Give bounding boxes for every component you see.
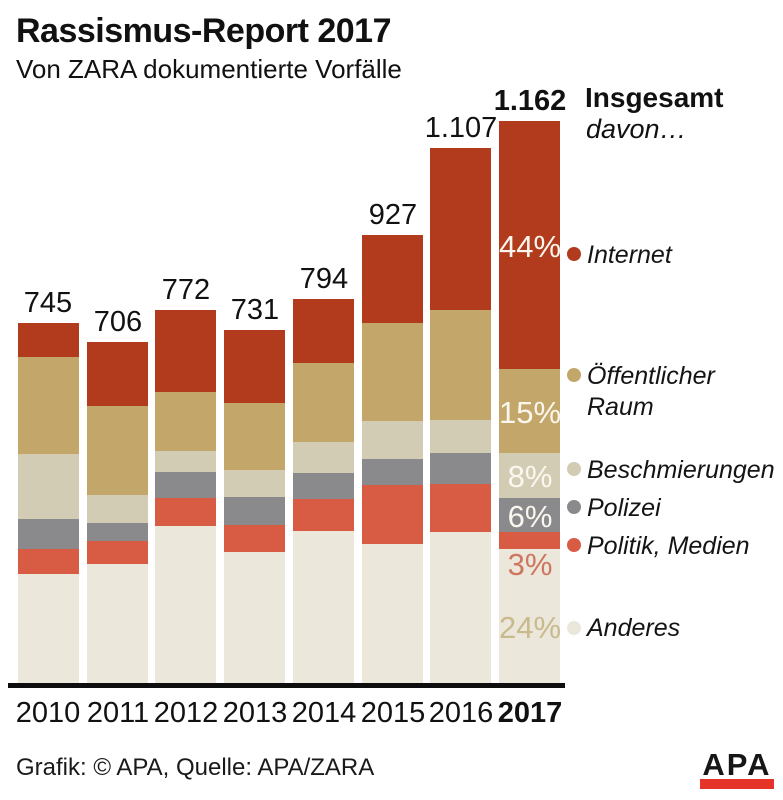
legend-label: Beschmierungen bbox=[587, 456, 775, 484]
source-credit: Grafik: © APA, Quelle: APA/ZARA bbox=[16, 754, 375, 781]
segment-2010--ffentlicher-raum bbox=[18, 356, 79, 454]
pct-label-6%: 6% bbox=[507, 499, 553, 534]
year-label-2014: 2014 bbox=[291, 697, 357, 729]
year-label-2011: 2011 bbox=[86, 697, 150, 729]
segment-2012--ffentlicher-raum bbox=[155, 391, 216, 451]
segment-2014-beschmierungen bbox=[293, 442, 354, 474]
segment-2016-internet bbox=[430, 147, 491, 311]
year-label-2015: 2015 bbox=[360, 697, 426, 729]
segment-2010-politik-medien bbox=[18, 548, 79, 574]
segment-2011-polizei bbox=[87, 523, 148, 541]
segment-2013-politik-medien bbox=[224, 525, 285, 553]
segment-2015-polizei bbox=[362, 458, 423, 485]
segment-2010-beschmierungen bbox=[18, 453, 79, 519]
legend-label: Internet bbox=[587, 241, 672, 269]
segment-2017--ffentlicher-raum bbox=[499, 368, 560, 453]
segment-2016--ffentlicher-raum bbox=[430, 310, 491, 421]
total-label-2013: 731 bbox=[230, 294, 280, 326]
apa-logo-red-bar bbox=[700, 779, 774, 789]
total-label-2016: 1.107 bbox=[424, 112, 498, 144]
apa-logo: APA bbox=[699, 747, 775, 789]
segment-2015-anderes bbox=[362, 544, 423, 685]
segment-2011-anderes bbox=[87, 563, 148, 684]
segment-2010-internet bbox=[18, 323, 79, 357]
segment-2015--ffentlicher-raum bbox=[362, 323, 423, 421]
bar-2014 bbox=[293, 299, 354, 685]
year-label-2013: 2013 bbox=[222, 697, 288, 729]
segment-2015-internet bbox=[362, 234, 423, 324]
bar-2010 bbox=[18, 323, 79, 684]
apa-logo-text: APA bbox=[702, 747, 772, 782]
segment-2014-polizei bbox=[293, 473, 354, 500]
legend-bullet-icon bbox=[567, 247, 581, 261]
pct-label-44%: 44% bbox=[498, 229, 562, 264]
page-title: Rassismus-Report 2017 bbox=[16, 12, 392, 50]
segment-2016-politik-medien bbox=[430, 484, 491, 533]
year-label-2010: 2010 bbox=[15, 697, 81, 729]
segment-2011-beschmierungen bbox=[87, 494, 148, 524]
legend-label: Öffentlicher Raum bbox=[587, 362, 715, 421]
segment-2014--ffentlicher-raum bbox=[293, 363, 354, 443]
segment-2010-anderes bbox=[18, 573, 79, 684]
segment-2014-politik-medien bbox=[293, 499, 354, 532]
segment-2017-polizei bbox=[499, 497, 560, 532]
legend-label: Politik, Medien bbox=[587, 532, 750, 560]
segment-2017-beschmierungen bbox=[499, 452, 560, 498]
legend-label: Polizei bbox=[587, 494, 661, 522]
pct-label-24%: 24% bbox=[498, 610, 562, 645]
segment-2017-politik-medien bbox=[499, 531, 560, 549]
bar-2016 bbox=[430, 147, 491, 684]
segment-2011-politik-medien bbox=[87, 540, 148, 564]
pct-label-15%: 15% bbox=[498, 395, 562, 430]
legend-bullet-icon bbox=[567, 538, 581, 552]
legend-bullet-icon bbox=[567, 462, 581, 476]
segment-2012-politik-medien bbox=[155, 497, 216, 527]
segment-2010-polizei bbox=[18, 518, 79, 549]
segment-2013-beschmierungen bbox=[224, 469, 285, 497]
legend-bullet-icon bbox=[567, 500, 581, 514]
segment-2011--ffentlicher-raum bbox=[87, 405, 148, 495]
segment-2017-anderes bbox=[499, 548, 560, 685]
year-label-2016: 2016 bbox=[428, 697, 494, 729]
legend-header-insgesamt: Insgesamt bbox=[585, 82, 724, 113]
bar-2015 bbox=[362, 234, 423, 685]
total-label-2015: 927 bbox=[368, 199, 418, 231]
segment-2013-polizei bbox=[224, 496, 285, 526]
legend-bullet-icon bbox=[567, 368, 581, 382]
year-label-2012: 2012 bbox=[153, 697, 219, 729]
segment-2012-beschmierungen bbox=[155, 450, 216, 472]
segment-2012-anderes bbox=[155, 526, 216, 684]
legend-label: Anderes bbox=[587, 614, 681, 642]
bar-2017 bbox=[499, 121, 560, 685]
legend-header-davon: davon… bbox=[586, 114, 687, 144]
segment-2014-internet bbox=[293, 299, 354, 364]
total-label-2011: 706 bbox=[93, 306, 143, 338]
segment-2016-anderes bbox=[430, 532, 491, 684]
year-label-2017: 2017 bbox=[497, 697, 563, 729]
segment-2015-politik-medien bbox=[362, 484, 423, 545]
bar-2011 bbox=[87, 341, 148, 684]
total-label-2014: 794 bbox=[299, 263, 349, 295]
x-axis-line bbox=[8, 683, 565, 688]
segment-2016-polizei bbox=[430, 453, 491, 485]
pct-label-3%: 3% bbox=[507, 547, 553, 582]
segment-2016-beschmierungen bbox=[430, 420, 491, 454]
total-label-2017: 1.162 bbox=[493, 85, 567, 117]
bar-2012 bbox=[155, 310, 216, 684]
segment-2015-beschmierungen bbox=[362, 420, 423, 459]
bar-2013 bbox=[224, 329, 285, 684]
total-label-2010: 745 bbox=[23, 287, 73, 319]
segment-2013-anderes bbox=[224, 552, 285, 684]
page-subtitle: Von ZARA dokumentierte Vorfälle bbox=[16, 54, 402, 84]
segment-2014-anderes bbox=[293, 531, 354, 685]
segment-2017-internet bbox=[499, 121, 560, 369]
segment-2012-internet bbox=[155, 310, 216, 392]
total-label-2012: 772 bbox=[161, 274, 211, 306]
segment-2013--ffentlicher-raum bbox=[224, 402, 285, 470]
segment-2013-internet bbox=[224, 329, 285, 403]
pct-label-8%: 8% bbox=[507, 459, 553, 494]
segment-2011-internet bbox=[87, 341, 148, 406]
legend-bullet-icon bbox=[567, 621, 581, 635]
segment-2012-polizei bbox=[155, 471, 216, 498]
